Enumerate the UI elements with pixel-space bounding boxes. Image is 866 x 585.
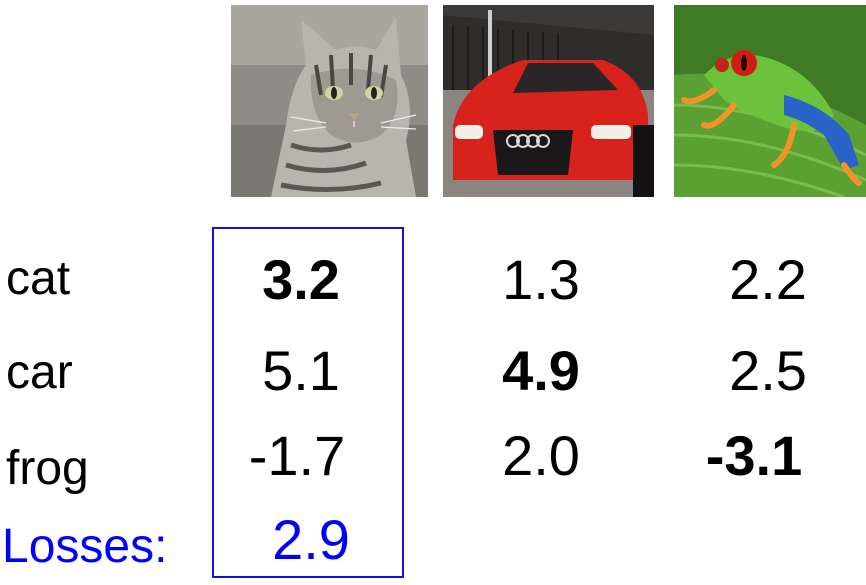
cat-photo	[231, 5, 428, 197]
highlight-box	[212, 227, 404, 578]
score-car-img2: 4.9	[502, 339, 580, 402]
score-cat-img3: 2.2	[729, 248, 807, 311]
score-frog-img3: -3.1	[705, 424, 803, 487]
frog-photo-icon	[674, 5, 866, 197]
row-label-frog: frog	[6, 442, 89, 495]
car-photo	[443, 5, 654, 197]
row-label-cat: cat	[6, 252, 71, 305]
losses-label: Losses:	[2, 520, 168, 573]
frog-photo	[674, 5, 866, 197]
score-frog-img2: 2.0	[502, 424, 580, 487]
score-car-img1: 5.1	[262, 339, 340, 402]
row-label-car: car	[6, 346, 73, 399]
cat-photo-icon	[231, 5, 428, 197]
loss-value-img1: 2.9	[272, 508, 350, 571]
score-cat-img1: 3.2	[262, 248, 340, 311]
score-cat-img2: 1.3	[502, 248, 580, 311]
score-frog-img1: -1.7	[248, 424, 346, 487]
score-car-img3: 2.5	[729, 339, 807, 402]
car-photo-icon	[443, 5, 654, 197]
